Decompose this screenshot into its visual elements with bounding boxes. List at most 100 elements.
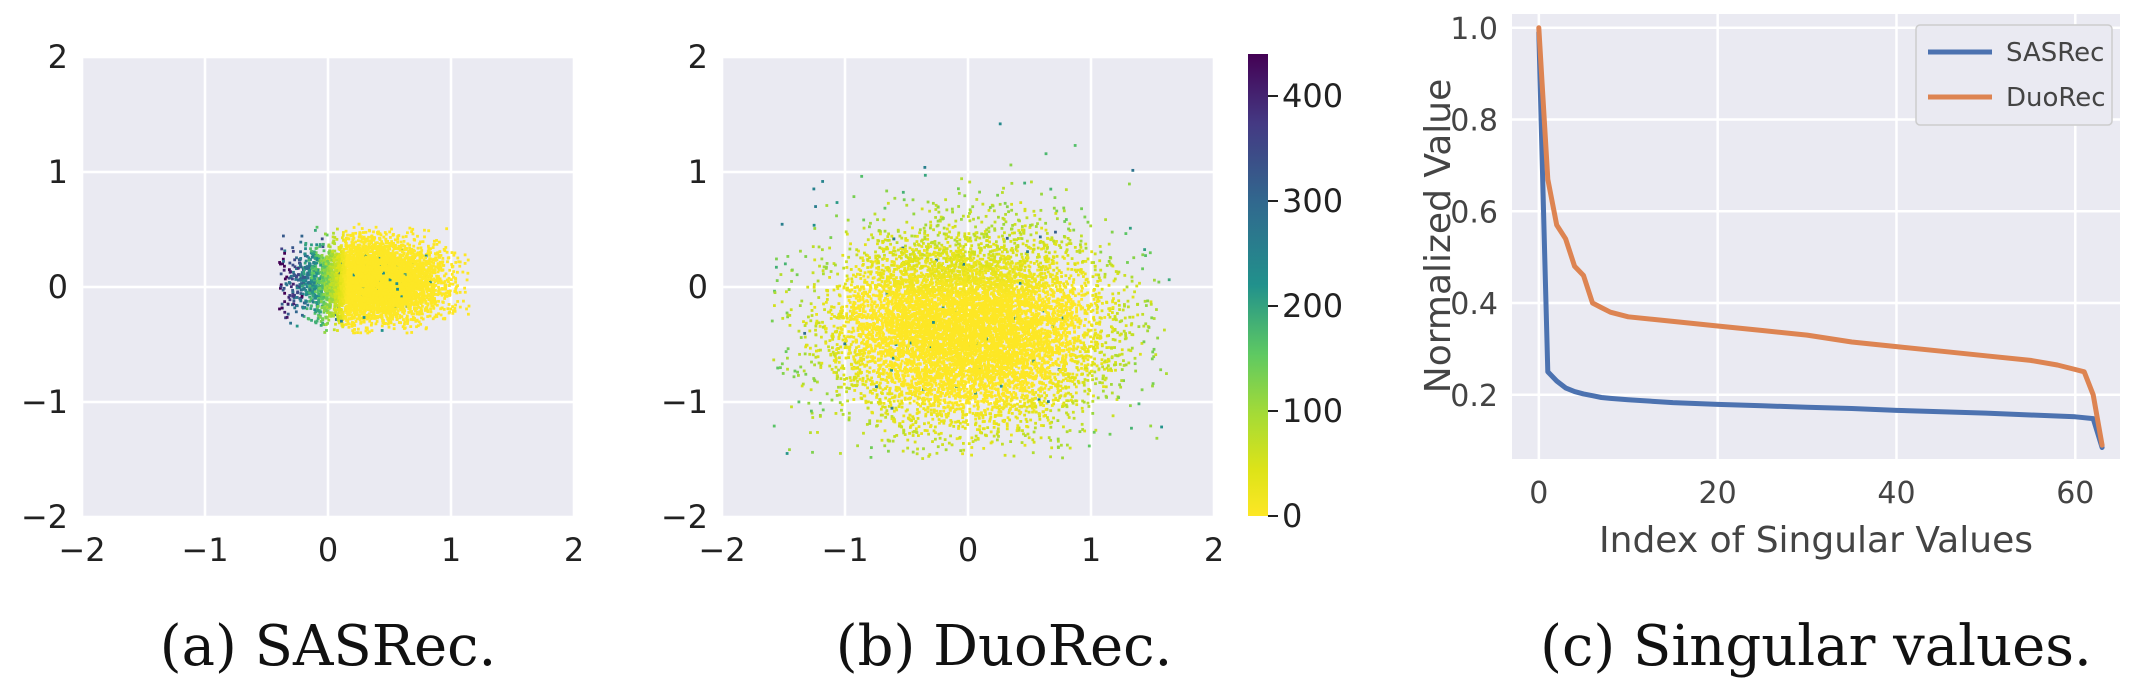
scatter-point <box>411 251 415 255</box>
scatter-point <box>314 281 318 285</box>
scatter-point <box>452 253 456 257</box>
scatter-point <box>347 325 351 329</box>
scatter-point <box>404 275 407 278</box>
scatter-point <box>389 244 393 248</box>
scatter-point <box>344 238 347 242</box>
scatter-point <box>421 317 425 321</box>
scatter-point <box>432 282 435 286</box>
scatter-point <box>363 272 367 276</box>
scatter-point <box>345 279 349 283</box>
scatter-point <box>370 299 374 302</box>
scatter-point <box>283 291 287 295</box>
scatter-point <box>337 260 341 264</box>
scatter-point <box>365 326 369 330</box>
scatter-point <box>360 253 364 256</box>
scatter-point <box>400 262 403 266</box>
scatter-point <box>372 316 376 320</box>
scatter-point <box>454 261 458 264</box>
scatter-point <box>402 263 406 267</box>
scatter-point <box>426 268 430 271</box>
scatter-point <box>391 245 395 249</box>
scatter-point <box>373 236 377 240</box>
scatter-point <box>453 309 457 313</box>
scatter-point <box>401 288 404 292</box>
scatter-point <box>376 304 380 308</box>
scatter-point <box>279 283 283 287</box>
scatter-point <box>281 262 285 266</box>
scatter-point <box>384 313 388 317</box>
scatter-point <box>408 290 411 293</box>
scatter-point <box>358 231 362 235</box>
scatter-point <box>444 287 448 291</box>
scatter-point <box>300 282 303 285</box>
scatter-point <box>442 308 446 311</box>
scatter-point <box>407 251 410 255</box>
scatter-point <box>453 290 457 293</box>
scatter-point <box>349 310 352 313</box>
scatter-point <box>332 239 336 243</box>
scatter-point <box>405 256 409 260</box>
scatter-point <box>329 314 332 318</box>
scatter-point <box>358 298 362 302</box>
scatter-point <box>288 270 292 274</box>
scatter-point <box>335 293 338 297</box>
scatter-point <box>380 277 383 280</box>
scatter-point <box>412 303 416 307</box>
scatter-point <box>364 253 368 257</box>
scatter-point <box>390 227 393 231</box>
scatter-point <box>313 262 317 266</box>
scatter-point <box>337 247 341 251</box>
scatter-point <box>295 284 299 288</box>
scatter-point <box>414 254 417 258</box>
scatter-point <box>394 245 397 249</box>
scatter-point <box>314 254 318 258</box>
scatter-point <box>377 255 381 259</box>
scatter-point <box>448 289 452 293</box>
scatter-point <box>302 272 306 276</box>
scatter-point <box>439 254 443 257</box>
scatter-point <box>344 315 348 319</box>
scatter-point <box>336 313 339 316</box>
scatter-point <box>408 306 412 310</box>
scatter-point <box>331 285 335 289</box>
scatter-point <box>325 275 329 279</box>
scatter-point <box>444 291 448 295</box>
scatter-point <box>339 311 343 314</box>
scatter-point <box>386 302 389 306</box>
scatter-point <box>299 275 303 279</box>
scatter-point <box>285 315 289 319</box>
scatter-point <box>389 252 393 255</box>
scatter-point <box>453 307 457 310</box>
scatter-point <box>379 309 383 313</box>
scatter-point <box>374 317 377 320</box>
scatter-point <box>288 298 292 302</box>
scatter-point <box>308 299 311 303</box>
scatter-point <box>334 254 338 258</box>
scatter-point <box>341 325 345 329</box>
scatter-point <box>351 258 355 261</box>
scatter-point <box>407 257 411 261</box>
scatter-point <box>303 254 307 258</box>
scatter-point <box>351 246 355 250</box>
scatter-point <box>379 233 383 237</box>
scatter-point <box>401 235 405 239</box>
scatter-point <box>374 241 378 245</box>
scatter-point <box>293 258 297 262</box>
scatter-point <box>299 288 303 292</box>
scatter-point <box>315 243 319 247</box>
scatter-point <box>409 325 413 328</box>
scatter-point <box>422 293 426 297</box>
scatter-point <box>287 276 291 280</box>
scatter-point <box>388 259 392 263</box>
scatter-point <box>379 291 382 295</box>
scatter-point <box>332 328 336 332</box>
scatter-point <box>407 272 411 276</box>
scatter-point <box>396 235 400 239</box>
scatter-point <box>295 256 298 260</box>
scatter-point <box>305 307 309 311</box>
scatter-point <box>434 252 438 256</box>
scatter-point <box>360 312 364 316</box>
scatter-point <box>298 283 302 286</box>
scatter-point <box>419 275 423 279</box>
scatter-point <box>323 302 327 306</box>
